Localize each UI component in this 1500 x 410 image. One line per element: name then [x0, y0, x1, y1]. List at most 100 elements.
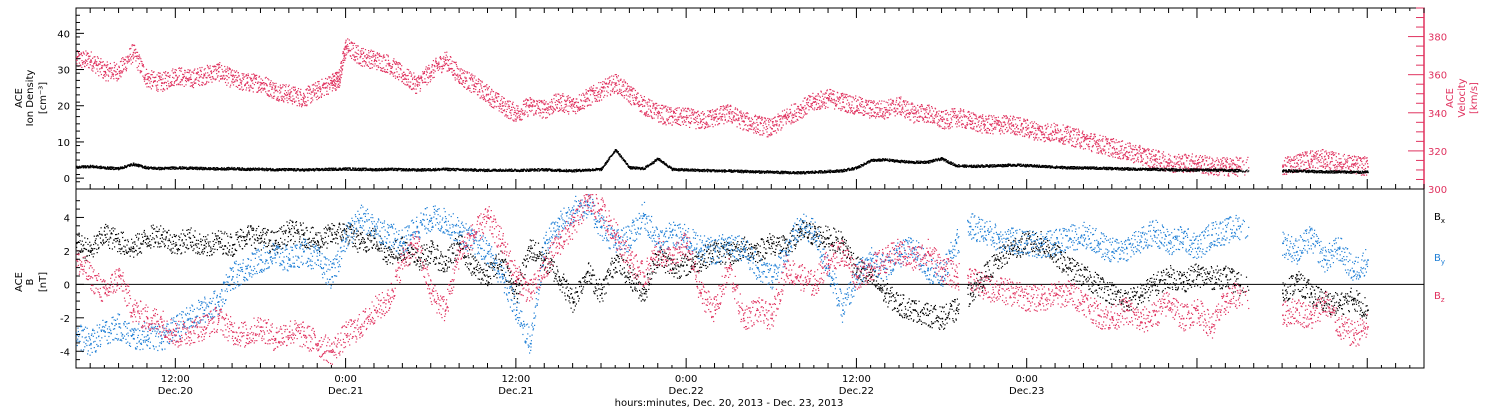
velocity-point [1098, 141, 1099, 142]
velocity-point [470, 75, 471, 76]
velocity-point [1055, 129, 1056, 130]
velocity-point [417, 86, 418, 87]
velocity-point [1218, 159, 1219, 160]
velocity-point [304, 94, 305, 95]
velocity-point [411, 74, 412, 75]
velocity-point [340, 76, 341, 77]
velocity-point [462, 70, 463, 71]
velocity-point [152, 77, 153, 78]
velocity-point [685, 117, 686, 118]
velocity-point [1171, 165, 1172, 166]
velocity-point [350, 56, 351, 57]
velocity-point [720, 106, 721, 107]
velocity-point [1137, 157, 1138, 158]
velocity-point [827, 89, 828, 90]
velocity-point [705, 127, 706, 128]
velocity-point [1119, 141, 1120, 142]
velocity-point [1002, 117, 1003, 118]
velocity-point [760, 118, 761, 119]
velocity-point [652, 118, 653, 119]
velocity-point [1066, 139, 1067, 140]
velocity-point [493, 99, 494, 100]
velocity-point [546, 109, 547, 110]
velocity-point [274, 83, 275, 84]
velocity-point [952, 116, 953, 117]
velocity-point [465, 83, 466, 84]
velocity-point [206, 82, 207, 83]
velocity-point [304, 103, 305, 104]
velocity-point [401, 77, 402, 78]
velocity-point [472, 75, 473, 76]
velocity-point [1208, 174, 1209, 175]
velocity-point [674, 120, 675, 121]
velocity-point [773, 121, 774, 122]
velocity-point [664, 107, 665, 108]
velocity-point [1322, 149, 1323, 150]
velocity-point [1297, 154, 1298, 155]
velocity-point [1321, 156, 1322, 157]
velocity-point [1220, 164, 1221, 165]
velocity-point [501, 96, 502, 97]
velocity-point [618, 80, 619, 81]
velocity-point [967, 122, 968, 123]
velocity-point [525, 110, 526, 111]
velocity-point [1316, 155, 1317, 156]
velocity-point [1312, 167, 1313, 168]
velocity-point [128, 59, 129, 60]
velocity-point [1230, 158, 1231, 159]
velocity-data-point [1112, 147, 1114, 149]
velocity-data-point [885, 109, 887, 111]
velocity-point [179, 70, 180, 71]
velocity-point [1296, 166, 1297, 167]
velocity-point [1362, 163, 1363, 164]
velocity-data-point [544, 109, 546, 111]
velocity-point [200, 70, 201, 71]
velocity-point [183, 74, 184, 75]
velocity-point [563, 109, 564, 110]
velocity-point [1185, 154, 1186, 155]
velocity-point [1002, 131, 1003, 132]
velocity-point [751, 129, 752, 130]
velocity-point [319, 88, 320, 89]
velocity-point [475, 86, 476, 87]
velocity-point [971, 128, 972, 129]
velocity-point [1095, 143, 1096, 144]
velocity-point [815, 96, 816, 97]
velocity-point [970, 116, 971, 117]
velocity-point [1009, 123, 1010, 124]
velocity-point [983, 128, 984, 129]
velocity-point [106, 67, 107, 68]
velocity-point [415, 83, 416, 84]
velocity-point [205, 83, 206, 84]
velocity-point [579, 108, 580, 109]
velocity-point [1091, 150, 1092, 151]
velocity-point [144, 78, 145, 79]
velocity-point [1038, 126, 1039, 127]
velocity-point [944, 119, 945, 120]
velocity-point [1016, 126, 1017, 127]
velocity-point [1315, 152, 1316, 153]
velocity-point [344, 49, 345, 50]
velocity-point [311, 101, 312, 102]
velocity-point [1345, 163, 1346, 164]
velocity-point [839, 103, 840, 104]
velocity-point [332, 90, 333, 91]
velocity-point [880, 108, 881, 109]
velocity-point [911, 102, 912, 103]
velocity-point [201, 71, 202, 72]
velocity-point [227, 66, 228, 67]
velocity-point [211, 70, 212, 71]
velocity-point [310, 102, 311, 103]
velocity-point [646, 113, 647, 114]
velocity-point [553, 112, 554, 113]
velocity-point [401, 65, 402, 66]
velocity-point [388, 56, 389, 57]
velocity-point [1336, 156, 1337, 157]
velocity-point [223, 72, 224, 73]
velocity-point [276, 90, 277, 91]
velocity-point [172, 77, 173, 78]
velocity-point [791, 115, 792, 116]
velocity-point [86, 61, 87, 62]
velocity-point [950, 111, 951, 112]
velocity-point [1087, 135, 1088, 136]
